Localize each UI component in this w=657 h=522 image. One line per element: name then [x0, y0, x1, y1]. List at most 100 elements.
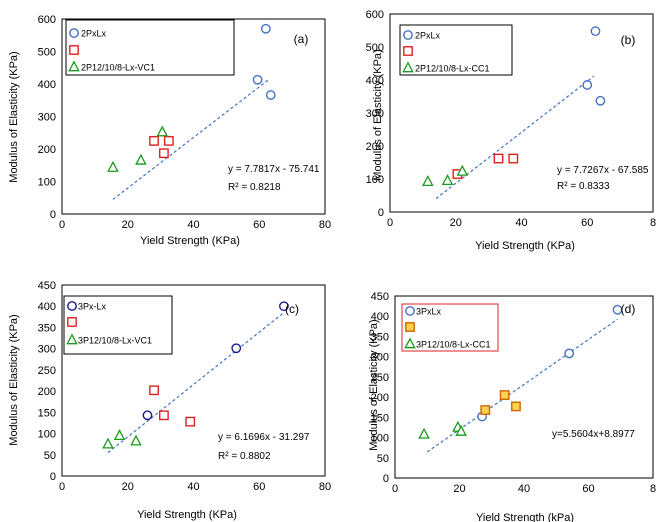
legend-marker-series-3 — [402, 61, 414, 73]
y-tick-label: 0 — [50, 209, 56, 221]
data-point-series-3 — [441, 174, 454, 186]
data-point-series-2 — [159, 410, 169, 421]
x-tick-label: 20 — [122, 481, 134, 493]
legend-marker-series-1 — [69, 28, 79, 38]
data-point-series-3 — [456, 164, 469, 176]
legend-marker-series-3 — [66, 333, 78, 345]
x-tick-label: 60 — [253, 481, 265, 493]
data-point-series-2 — [499, 390, 510, 400]
data-point-series-3 — [107, 160, 119, 172]
y-tick-label: 600 — [366, 9, 384, 21]
trendline-equation: y = 7.7267x - 67.585 — [557, 165, 649, 176]
panel-label: (a) — [294, 32, 309, 46]
data-point-series-1 — [265, 90, 276, 100]
y-tick-label: 350 — [371, 331, 389, 343]
legend-marker-series-2 — [67, 317, 77, 327]
chart-panel-2: 0 100 200 300 400 500 600 0 20 40 60 8 Yield Strengt… — [366, 9, 656, 252]
plot-frame — [61, 18, 326, 215]
data-point-series-1 — [260, 23, 271, 34]
panel-label: (c) — [285, 302, 299, 316]
y-tick-label: 150 — [371, 412, 389, 424]
trendline-equation: y = 6.1696x - 31.297 — [218, 432, 310, 443]
legend-label: 2PxLx — [415, 31, 441, 41]
legend-box — [399, 24, 513, 76]
x-tick-label: 40 — [187, 219, 199, 231]
x-tick-label: 60 — [253, 219, 265, 231]
y-tick-label: 300 — [38, 344, 56, 356]
x-tick-label: 40 — [187, 481, 199, 493]
data-point-series-1 — [564, 348, 575, 359]
y-tick-label: 500 — [38, 47, 56, 59]
x-tick-label: 80 — [319, 481, 331, 493]
data-point-series-2 — [149, 135, 159, 146]
y-axis-title: Modulus of Elasticity (KPa) — [372, 49, 384, 180]
x-tick-label: 40 — [518, 483, 530, 495]
data-point-series-2 — [149, 385, 159, 396]
trendline — [107, 312, 285, 454]
y-tick-label: 600 — [38, 14, 56, 26]
y-tick-label: 50 — [44, 450, 56, 462]
legend-label: 3P12/10/8-Lx-CC1 — [416, 340, 491, 350]
data-point-series-3 — [135, 153, 147, 165]
plot-frame — [61, 284, 326, 477]
data-point-series-1 — [590, 26, 601, 37]
legend-marker-series-1 — [405, 306, 415, 316]
data-point-series-1 — [231, 343, 242, 354]
data-point-series-3 — [422, 175, 434, 186]
x-axis-title: Yield Strength (KPa) — [137, 509, 237, 521]
y-tick-label: 250 — [38, 365, 56, 377]
r-squared-label: R² = 0.8802 — [218, 451, 271, 462]
y-tick-label: 100 — [366, 174, 384, 186]
r-squared-label: R² = 0.8333 — [557, 181, 610, 192]
data-point-series-2 — [159, 148, 169, 159]
legend-label: 3PxLx — [416, 307, 442, 317]
x-tick-label: 60 — [582, 483, 594, 495]
data-point-series-2 — [493, 153, 504, 164]
y-tick-label: 50 — [377, 453, 389, 465]
y-axis-title: Modulus of Elasticity (KPa) — [368, 319, 380, 450]
y-tick-label: 300 — [38, 112, 56, 124]
data-point-series-3 — [130, 434, 142, 446]
x-tick-label: 8 — [650, 217, 656, 229]
data-point-series-3 — [455, 424, 467, 436]
data-point-series-1 — [612, 304, 623, 315]
legend-marker-series-2 — [69, 45, 79, 55]
legend-marker-series-1 — [403, 30, 413, 40]
y-tick-label: 200 — [366, 141, 384, 153]
legend-marker-series-2 — [405, 322, 415, 332]
x-tick-label: 60 — [581, 217, 593, 229]
y-tick-label: 350 — [38, 322, 56, 334]
x-tick-label: 0 — [59, 481, 65, 493]
trendline-equation: y = 7.7817x - 75.741 — [228, 164, 320, 175]
panel-label: (b) — [621, 33, 636, 47]
legend-marker-series-3 — [404, 337, 416, 349]
data-point-series-3 — [156, 125, 169, 137]
x-tick-label: 0 — [387, 217, 393, 229]
y-tick-label: 500 — [366, 42, 384, 54]
y-axis-title: Modulus of Elasticity (KPa) — [8, 314, 20, 445]
data-point-series-2 — [185, 416, 196, 427]
y-tick-label: 400 — [366, 75, 384, 87]
legend-marker-series-3 — [68, 60, 80, 72]
y-tick-label: 450 — [38, 280, 56, 292]
y-tick-label: 400 — [38, 301, 56, 313]
legend-box — [63, 295, 173, 355]
chart-panel-4: 0 50 100 150 200 250 300 350 400 450 0 20 40 60 8 Yield… — [368, 291, 656, 522]
x-tick-label: 0 — [392, 483, 398, 495]
chart-panel-1: 0 100 200 300 400 500 600 0 20 40 60 80 Yield Streng… — [8, 14, 331, 247]
y-tick-label: 100 — [38, 177, 56, 189]
chart-panel-3: 0 50 100 150 200 250 300 350 400 450 0 20 40 60 80 Yiel… — [8, 280, 331, 521]
data-point-series-1 — [582, 80, 593, 90]
legend-box — [65, 19, 235, 76]
x-tick-label: 8 — [650, 483, 656, 495]
data-point-series-2 — [511, 401, 521, 412]
x-axis-title: Yield Strength (KPa) — [140, 235, 240, 247]
legend-marker-series-2 — [403, 46, 413, 56]
panel-label: (d) — [621, 302, 636, 316]
y-tick-label: 300 — [371, 352, 389, 364]
data-point-series-2 — [508, 153, 519, 164]
legend-marker-series-1 — [67, 301, 77, 311]
legend-label: 2PxLx — [81, 29, 107, 39]
data-point-series-1 — [595, 95, 606, 106]
